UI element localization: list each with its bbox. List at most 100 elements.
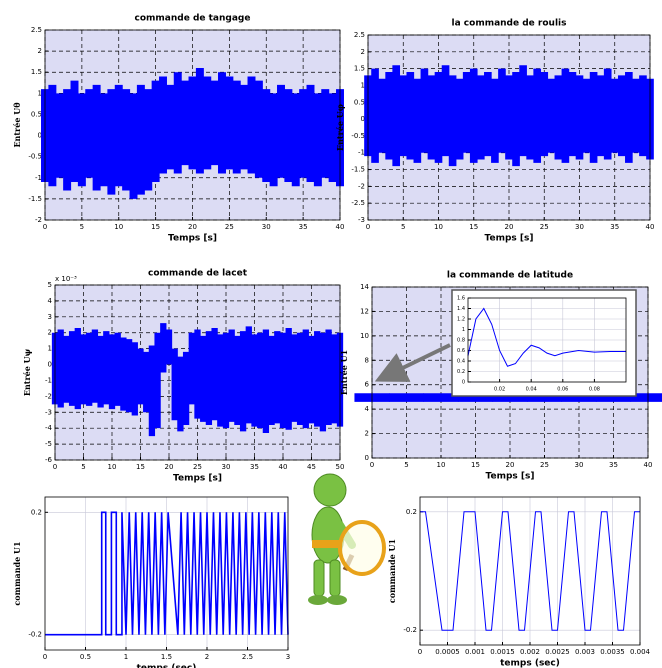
x-tick-label: 10 (108, 463, 117, 471)
x-tick-label: 20 (188, 223, 197, 231)
y-tick-label: 1.2 (457, 317, 465, 323)
x-tick-label: 35 (609, 461, 618, 469)
y-tick-label: -1 (35, 174, 42, 182)
y-tick-label: -2 (358, 182, 365, 190)
y-tick-label: 6 (365, 381, 370, 389)
y-tick-label: 4 (365, 405, 370, 413)
y-tick-label: 0.4 (457, 359, 465, 365)
x-tick-label: 35 (299, 223, 308, 231)
x-tick-label: 0.002 (520, 648, 540, 656)
y-tick-label: -4 (45, 424, 53, 432)
y-tick-label: 0.2 (31, 508, 42, 516)
x-axis-label: temps (sec) (500, 659, 560, 668)
x-axis-label: temps (sec) (137, 664, 197, 668)
x-axis-label: Temps [s] (485, 234, 534, 244)
y-axis-label: Entrée Uψ (22, 348, 32, 396)
y-tick-label: -0.5 (351, 132, 365, 140)
y-tick-label: 1.5 (31, 68, 42, 76)
x-tick-label: 40 (646, 223, 655, 231)
x-tick-label: 5 (80, 223, 84, 231)
x-tick-label: 25 (540, 223, 549, 231)
x-tick-label: 40 (336, 223, 345, 231)
y-tick-label: 0.6 (457, 348, 465, 354)
y-axis-label: Entrée Uθ (12, 102, 22, 148)
x-tick-label: 0 (43, 653, 47, 661)
x-tick-label: 10 (114, 223, 123, 231)
y-tick-label: 2.5 (31, 26, 42, 34)
x-tick-label: 0 (418, 648, 422, 656)
y-tick-label: 0.5 (354, 98, 365, 106)
x-tick-label: 0.5 (80, 653, 91, 661)
x-tick-label: 5 (401, 223, 405, 231)
y-tick-label: 5 (48, 281, 52, 289)
chart-panel: 05101520253035404550-6-5-4-3-2-1012345co… (22, 269, 344, 484)
y-tick-label: 0 (365, 454, 369, 462)
y-tick-label: 0.5 (31, 110, 42, 118)
y-tick-label: -0.2 (28, 631, 42, 639)
x-tick-label: 0.001 (465, 648, 485, 656)
y-axis-label: Entrée U1 (339, 350, 349, 395)
x-tick-label: 3 (286, 653, 290, 661)
x-axis-label: Temps [s] (173, 474, 222, 484)
x-tick-label: 45 (307, 463, 316, 471)
y-tick-label: 2 (48, 329, 52, 337)
x-tick-label: 30 (575, 461, 584, 469)
x-tick-label: 50 (336, 463, 345, 471)
chart-panel: 0510152025303540-2-1.5-1-0.500.511.522.5… (12, 14, 344, 244)
y-tick-label: 12 (360, 307, 369, 315)
x-tick-label: 35 (250, 463, 259, 471)
x-tick-label: 0 (366, 223, 370, 231)
x-tick-label: 0.06 (557, 387, 568, 393)
y-tick-label: 2 (38, 47, 42, 55)
y-tick-label: 1.6 (457, 296, 465, 302)
y-tick-label: 0 (462, 380, 465, 386)
y-tick-label: 3 (48, 313, 52, 321)
x-tick-label: 15 (136, 463, 145, 471)
x-tick-label: 15 (151, 223, 160, 231)
y-tick-label: 1.4 (457, 306, 465, 312)
x-tick-label: 0.0015 (490, 648, 515, 656)
x-tick-label: 2 (205, 653, 209, 661)
y-tick-label: 0 (48, 361, 52, 369)
x-tick-label: 25 (540, 461, 549, 469)
y-tick-label: 0.2 (406, 508, 417, 516)
y-tick-label: -2 (35, 216, 42, 224)
y-tick-label: 8 (365, 356, 369, 364)
x-tick-label: 1 (124, 653, 128, 661)
x-tick-label: 40 (279, 463, 288, 471)
cartoon-figure (308, 474, 384, 605)
x-tick-label: 20 (506, 461, 515, 469)
y-tick-label: 2 (361, 48, 365, 56)
x-tick-label: 10 (434, 223, 443, 231)
x-tick-label: 0.004 (630, 648, 651, 656)
y-tick-label: 0.2 (457, 369, 465, 375)
x-axis-label: Temps [s] (486, 472, 535, 482)
x-tick-label: 20 (505, 223, 514, 231)
x-tick-label: 0.02 (494, 387, 505, 393)
y-tick-label: 10 (360, 332, 369, 340)
y-tick-label: 2.5 (354, 31, 365, 39)
chart-title: commande de lacet (148, 269, 248, 279)
y-axis-label: Entrée Uφ (335, 104, 345, 151)
y-tick-label: 1 (48, 345, 52, 353)
x-tick-label: 5 (404, 461, 408, 469)
chart-title: commande de tangage (135, 14, 251, 24)
x-tick-label: 15 (471, 461, 480, 469)
y-axis-label: commande U1 (12, 541, 22, 605)
x-tick-label: 0.0005 (435, 648, 460, 656)
y-axis-label: commande U1 (387, 539, 397, 603)
y-tick-label: -1.5 (351, 166, 365, 174)
y-tick-label: -5 (45, 440, 52, 448)
y-tick-label: -0.2 (403, 626, 417, 634)
chart-title: la commande de latitude (447, 271, 573, 281)
y-tick-label: -0.5 (28, 153, 42, 161)
y-tick-label: -3 (358, 216, 365, 224)
x-tick-label: 0.0025 (545, 648, 570, 656)
x-tick-label: 10 (437, 461, 446, 469)
y-tick-label: 1.5 (354, 65, 365, 73)
x-tick-label: 0.003 (575, 648, 595, 656)
